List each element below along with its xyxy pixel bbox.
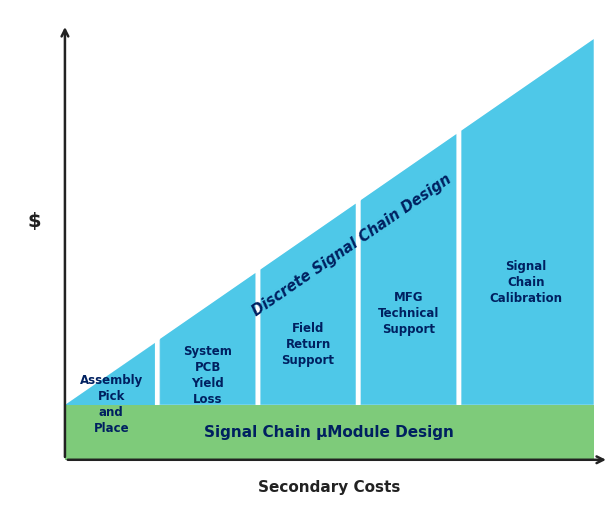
Text: Signal
Chain
Calibration: Signal Chain Calibration xyxy=(490,260,562,305)
Polygon shape xyxy=(461,39,594,405)
Text: MFG
Technical
Support: MFG Technical Support xyxy=(378,291,439,336)
Text: System
PCB
Yield
Loss: System PCB Yield Loss xyxy=(183,346,232,406)
Text: Field
Return
Support: Field Return Support xyxy=(282,322,334,367)
Text: Discrete Signal Chain Design: Discrete Signal Chain Design xyxy=(249,172,454,319)
Polygon shape xyxy=(160,273,255,405)
Text: Secondary Costs: Secondary Costs xyxy=(258,480,400,495)
Text: Signal Chain μModule Design: Signal Chain μModule Design xyxy=(205,425,454,440)
Polygon shape xyxy=(361,134,456,405)
Polygon shape xyxy=(261,204,355,405)
FancyBboxPatch shape xyxy=(65,405,594,460)
Text: $: $ xyxy=(28,212,41,232)
Polygon shape xyxy=(65,39,594,405)
Polygon shape xyxy=(65,343,155,405)
Text: Assembly
Pick
and
Place: Assembly Pick and Place xyxy=(79,374,143,435)
